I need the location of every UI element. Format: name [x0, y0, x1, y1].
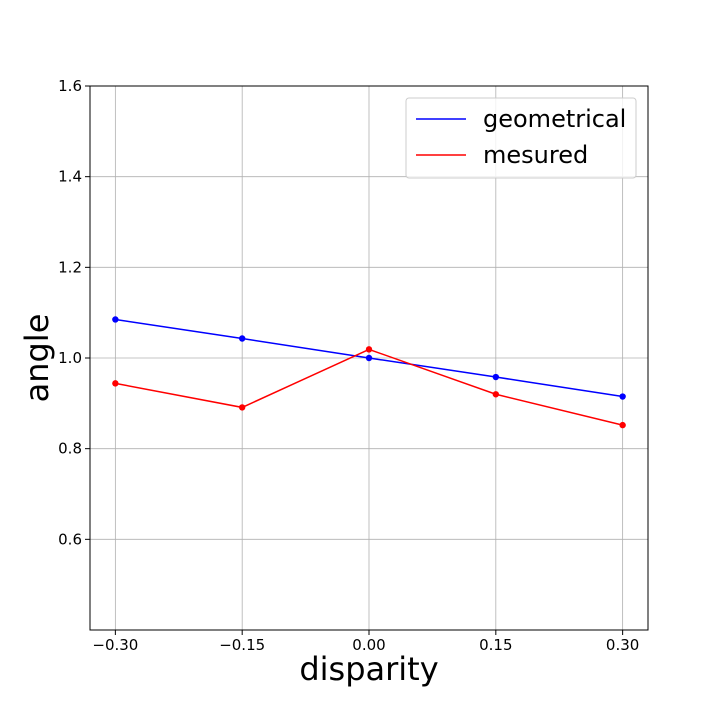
data-point-geometrical — [365, 354, 373, 362]
y-tick-label: 0.8 — [58, 440, 82, 458]
legend-label-geometrical: geometrical — [483, 105, 626, 133]
y-tick-label: 0.6 — [58, 530, 82, 548]
legend-label-mesured: mesured — [483, 141, 588, 169]
x-axis-title: disparity — [299, 650, 438, 688]
data-point-geometrical — [238, 335, 246, 342]
ticks: −0.30 −0.15 0.00 0.15 0.30 0.6 0.8 1.0 1.2 1.4 1.6 — [58, 77, 639, 654]
data-point-geometrical — [112, 316, 119, 323]
data-point-mesured — [619, 421, 626, 429]
x-tick-label: 0.00 — [352, 636, 385, 654]
data-point-geometrical — [619, 393, 626, 400]
y-tick-label: 1.6 — [58, 77, 82, 95]
data-point-mesured — [112, 380, 119, 387]
data-point-mesured — [365, 346, 373, 353]
series-layer — [112, 316, 626, 429]
legend: geometrical mesured — [405, 97, 637, 179]
data-point-geometrical — [492, 373, 500, 381]
x-tick-label: −0.30 — [92, 636, 138, 654]
y-tick-label: 1.4 — [58, 168, 82, 186]
y-tick-label: 1.2 — [58, 258, 82, 276]
data-point-mesured — [492, 391, 500, 398]
x-tick-label: 0.30 — [606, 636, 639, 654]
legend-box — [405, 97, 637, 179]
data-point-mesured — [238, 404, 246, 411]
x-tick-label: 0.15 — [479, 636, 512, 654]
y-axis-title: angle — [18, 314, 56, 403]
y-tick-label: 1.0 — [58, 349, 82, 367]
x-tick-label: −0.15 — [219, 636, 265, 654]
